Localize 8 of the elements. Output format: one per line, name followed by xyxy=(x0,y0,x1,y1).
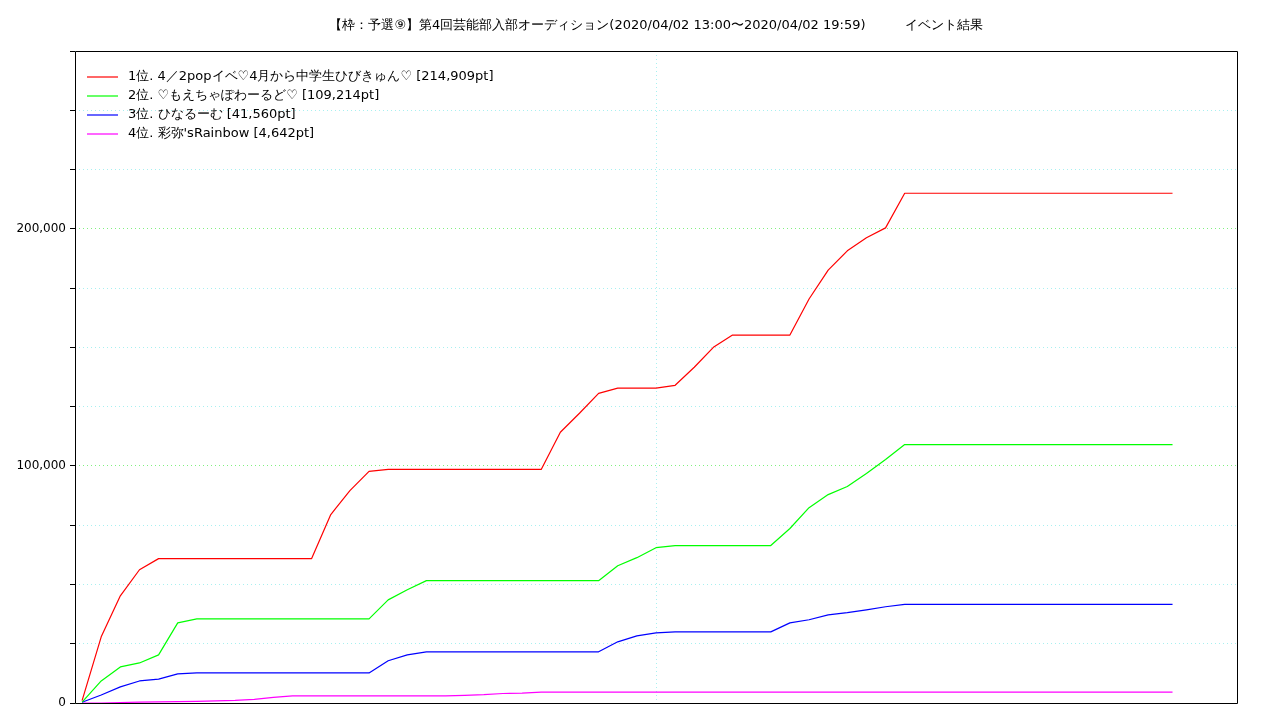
chart-title: 【枠：予選⑨】第4回芸能部入部オーディション(2020/04/02 13:00〜2020/04/02 19:59) イベント結果 xyxy=(329,17,983,33)
y-tick-label: 0 xyxy=(58,695,66,710)
legend-label: 1位. 4／2popイベ♡4月から中学生ひびきゅん♡ [214,909pt] xyxy=(128,68,494,84)
legend-label: 4位. 彩弥'sRainbow [4,642pt] xyxy=(128,125,315,141)
y-tick-label: 200,000 xyxy=(16,220,66,235)
y-tick-label: 100,000 xyxy=(16,458,66,473)
legend-label: 3位. ひなるーむ [41,560pt] xyxy=(128,106,296,122)
legend-label: 2位. ♡もえちゃぽわーるど♡ [109,214pt] xyxy=(128,87,380,103)
